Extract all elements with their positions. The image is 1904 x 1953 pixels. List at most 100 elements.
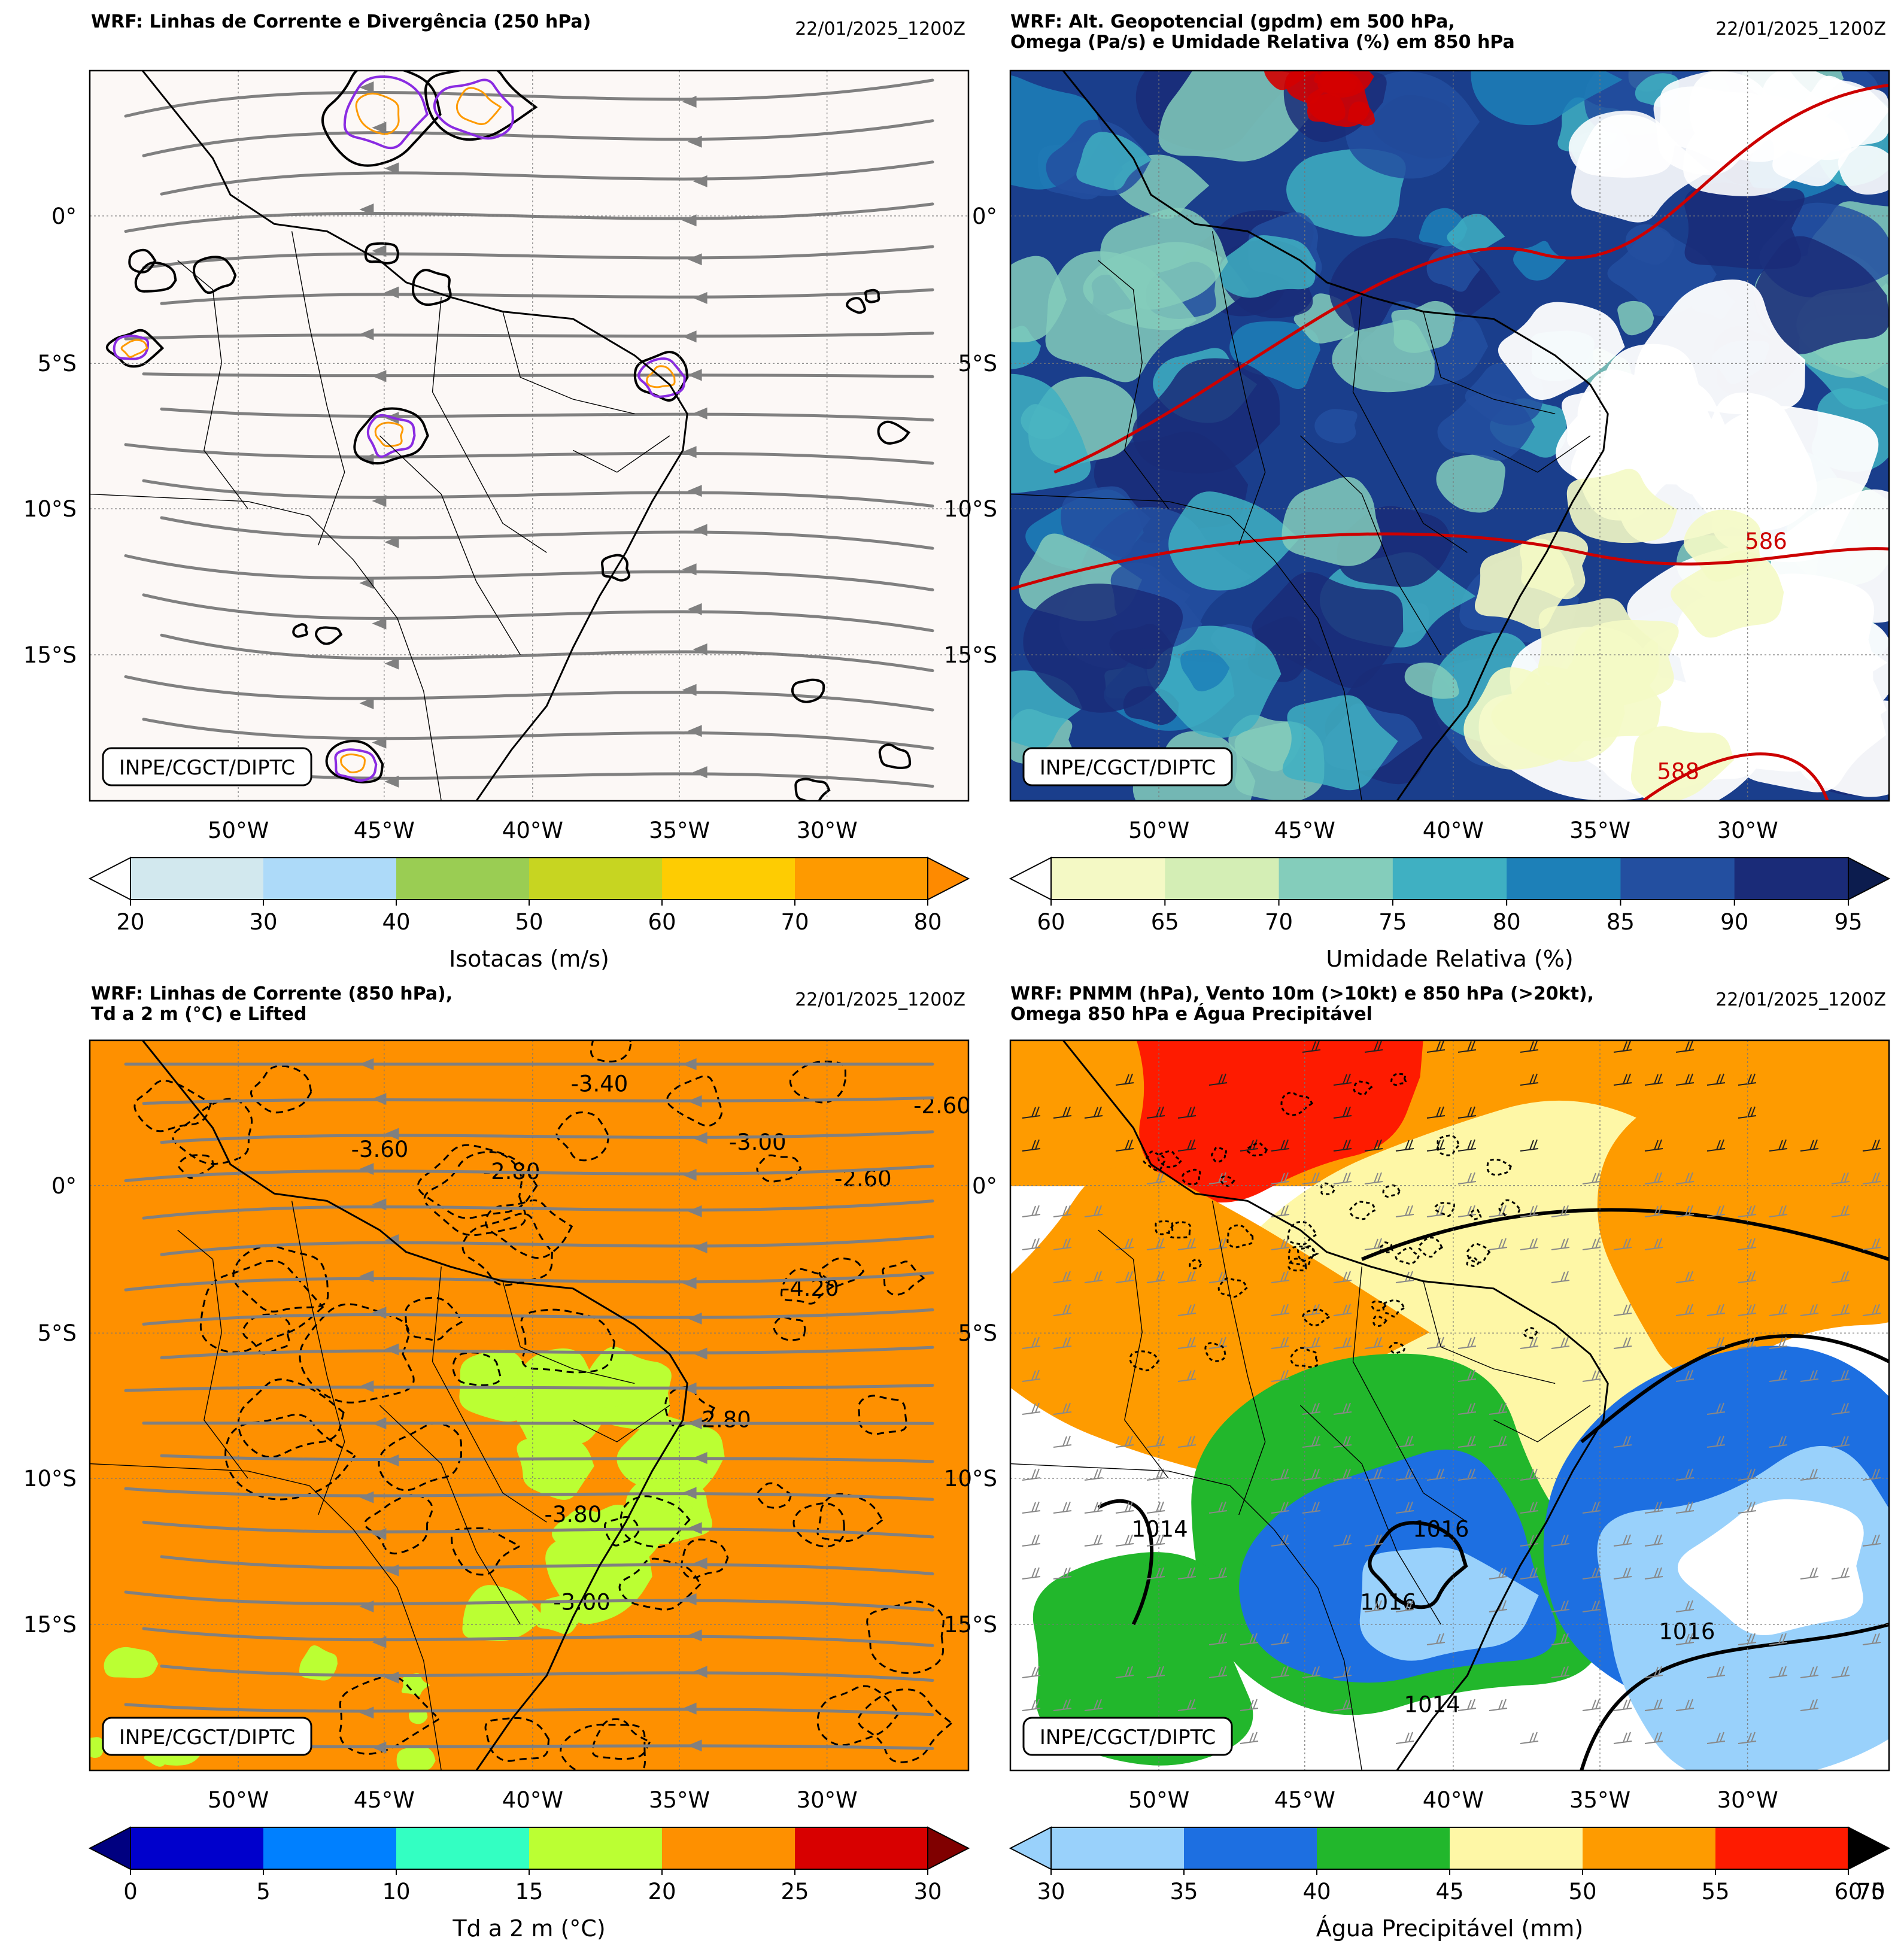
streamline-arrow [682,1487,697,1499]
wind-barb [1115,1534,1134,1547]
streamline-arrow [384,162,399,175]
streamline-arrow [372,370,387,382]
state-border [1352,297,1468,553]
wind-barb [1302,1666,1321,1678]
wind-barb [1675,1172,1695,1184]
wind-barb [1146,1501,1165,1514]
lat-label: 0° [51,1173,77,1199]
map-area: 586 588 [1010,71,1889,801]
wind-barb [1520,1238,1539,1250]
streamline-arrow [372,245,387,257]
wind-barb [1208,1271,1228,1283]
wind-barb [1208,1073,1228,1086]
colorbar-segment [1583,1827,1716,1869]
wind-barb [1675,1304,1695,1316]
wind-barb [1271,1369,1290,1382]
colorbar-tick-label: 60 [1834,1879,1862,1905]
wind-barb [1022,1106,1041,1119]
streamline-arrow [693,643,707,655]
colorbar-tick-label: 70 [781,909,809,935]
wind-barb [1177,1304,1197,1316]
streamline-arrow [384,775,399,788]
wind-barb [1177,1567,1197,1580]
state-border [291,231,345,546]
lon-label: 35°W [1569,1787,1630,1813]
wind-barb [1520,1732,1539,1744]
credit-badge [1022,1717,1233,1756]
colorbar: 20 30 40 50 60 70 80 Isotacas (m/s) [88,856,970,972]
wind-barb [1769,1435,1788,1448]
state-border [90,1463,442,1770]
wind-barb [1644,1073,1663,1086]
wind-barb [1551,1337,1570,1349]
wind-barb [1644,1732,1663,1744]
streamline-arrow [693,1666,707,1678]
wind-barb [1675,1073,1695,1086]
wind-barb [1426,1106,1446,1119]
streamline-arrow [682,214,697,227]
wind-barb [1146,1666,1165,1678]
wind-barb [1208,1666,1228,1678]
streamline-arrow [693,766,707,779]
streamline-arrow [693,291,707,304]
wind-barb [1706,1304,1726,1316]
state-border [573,435,670,473]
wind-barb [1800,1304,1819,1316]
colorbar-segment [529,1827,663,1869]
wind-barb [1644,1666,1663,1678]
colorbar-tick-label: 15 [515,1879,543,1905]
wind-barb [1831,1271,1850,1283]
lat-label: 5°S [37,351,77,376]
streamline-arrow [359,1491,374,1504]
map-frame [1009,1039,1890,1772]
colorbar-segment [1051,858,1165,900]
geopotential-contour [1053,83,1889,474]
wind-barb [1738,1205,1757,1217]
wind-barb [1333,1402,1352,1415]
wind-barb [1395,1501,1414,1514]
wind-barb [1769,1304,1788,1316]
wind-barb [1769,1205,1788,1217]
lat-label: 5°S [37,1320,77,1346]
colorbar-over-arrow [1848,856,1891,901]
wind-barb [1706,1139,1726,1152]
contour-label: -3.00 [729,1129,786,1155]
wind-barb [1738,1271,1757,1283]
colorbar-tick-label: 80 [1493,909,1521,935]
wind-barb [1675,1040,1695,1053]
state-border [1299,1405,1441,1625]
coastline [1062,71,1609,801]
lon-label: 45°W [1274,818,1335,843]
lon-label: 40°W [1423,1787,1484,1813]
wind-barb [1146,1534,1165,1547]
wind-barb [1333,1139,1352,1152]
wind-barb [1613,1699,1632,1711]
wind-barb [1271,1468,1290,1481]
colorbar-segment [263,858,397,900]
wind-barb [1333,1666,1352,1678]
lon-label: 30°W [797,818,858,843]
wind-barb [1333,1106,1352,1119]
wind-barb [1333,1468,1352,1481]
lat-label: 10°S [944,1466,997,1492]
colorbar-tick-label: 75 [1378,909,1407,935]
credit-text: INPE/CGCT/DIPTC [119,756,295,780]
streamline-arrow [687,1629,702,1642]
wind-barb [1053,1304,1072,1316]
wind-barb [1613,1534,1632,1547]
wind-barb [1053,1238,1072,1250]
wind-barb [1115,1271,1134,1283]
wind-barb [1551,1633,1570,1645]
isobar [1580,1334,1889,1444]
map-frame [89,69,970,802]
colorbar-tick-label: 55 [1701,1879,1729,1905]
streamline [142,1199,934,1220]
wind-barb [1489,1567,1508,1580]
state-border [291,1201,345,1515]
wind-barb [1302,1435,1321,1448]
wind-barb [1177,1369,1197,1382]
wind-barb [1022,1534,1041,1547]
streamline-arrow [372,617,387,630]
colorbar-tick-label: 60 [1037,909,1065,935]
colorbar-tick-label: 50 [1568,1879,1596,1905]
